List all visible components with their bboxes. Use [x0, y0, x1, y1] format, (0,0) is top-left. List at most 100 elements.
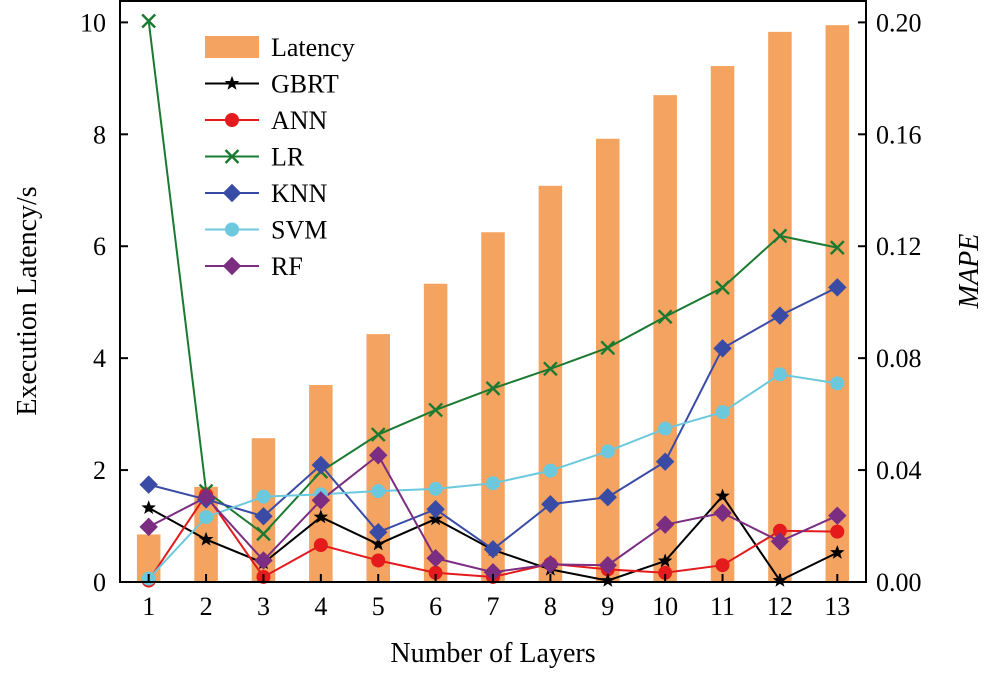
legend-marker-gbrt — [224, 75, 240, 90]
lr-point-12 — [772, 228, 788, 244]
svm-point-5 — [371, 484, 386, 499]
legend-marker-knn — [222, 183, 242, 203]
x-tick-label-9: 9 — [601, 592, 614, 621]
svm-point-8 — [543, 463, 558, 478]
legend-label-ann: ANN — [271, 106, 328, 135]
svm-point-10 — [658, 421, 673, 436]
x-tick-label-10: 10 — [652, 592, 678, 621]
y-right-tick-label-0.04: 0.04 — [876, 456, 922, 485]
rf-point-8 — [541, 555, 560, 574]
gbrt-point-13 — [830, 544, 845, 559]
svm-point-7 — [486, 476, 500, 491]
x-tick-label-6: 6 — [429, 592, 442, 621]
lr-point-7 — [485, 381, 501, 396]
svm-point-11 — [715, 405, 730, 420]
y-left-tick-label-6: 6 — [93, 232, 106, 261]
y-right-tick-label-0.16: 0.16 — [876, 120, 922, 149]
knn-point-10 — [655, 452, 675, 471]
latency-bar-6 — [423, 283, 448, 582]
x-tick-label-1: 1 — [142, 592, 155, 621]
ann-point-11 — [715, 558, 730, 573]
knn-point-13 — [828, 278, 847, 297]
lr-point-10 — [657, 309, 673, 325]
knn-point-7 — [483, 540, 503, 559]
legend-label-latency: Latency — [271, 33, 355, 62]
x-tick-label-13: 13 — [824, 592, 850, 621]
rf-point-1 — [139, 517, 158, 537]
y-right-axis-title: MAPE — [954, 234, 985, 310]
latency-bar-13 — [825, 25, 850, 583]
lr-point-9 — [600, 340, 616, 356]
svm-point-2 — [199, 510, 214, 525]
legend-marker-svm — [225, 222, 239, 237]
rf-point-2 — [196, 488, 216, 507]
rf-point-11 — [713, 503, 732, 523]
x-tick-label-12: 12 — [767, 592, 793, 621]
y-right-tick-label-0.08: 0.08 — [876, 344, 922, 373]
x-axis-title: Number of Layers — [390, 638, 595, 669]
svm-point-13 — [830, 376, 845, 391]
knn-point-1 — [139, 475, 158, 494]
ann-point-4 — [313, 538, 328, 553]
svm-point-6 — [428, 481, 443, 496]
knn-point-4 — [311, 455, 331, 475]
rf-point-13 — [828, 506, 847, 525]
legend-label-rf: RF — [271, 252, 303, 281]
lr-point-8 — [543, 361, 558, 377]
svm-point-9 — [600, 444, 615, 459]
lr-point-5 — [370, 427, 386, 442]
y-left-tick-label-8: 8 — [93, 120, 106, 149]
gbrt-point-4 — [313, 509, 329, 524]
y-left-tick-label-10: 10 — [80, 8, 106, 37]
knn-point-6 — [426, 500, 445, 519]
latency-bar-10 — [653, 95, 677, 582]
rf-point-6 — [426, 549, 445, 568]
x-tick-label-7: 7 — [487, 592, 500, 621]
lr-point-1 — [141, 13, 157, 29]
latency-bars — [136, 25, 850, 583]
ann-point-13 — [830, 524, 845, 539]
legend-item-svm: SVM — [205, 216, 327, 245]
y-right-tick-label-0.12: 0.12 — [876, 232, 922, 261]
svm-point-12 — [772, 367, 787, 382]
x-tick-label-3: 3 — [257, 592, 270, 621]
legend-label-gbrt: GBRT — [271, 70, 339, 99]
rf-point-9 — [598, 556, 617, 575]
latency-bar-4 — [309, 385, 333, 582]
latency-bar-8 — [538, 185, 563, 583]
x-tick-label-2: 2 — [200, 592, 213, 621]
legend-marker-ann — [225, 113, 239, 127]
lr-point-3 — [256, 526, 271, 542]
legend-label-lr: LR — [271, 143, 305, 172]
gbrt-point-1 — [141, 500, 156, 515]
gbrt-point-5 — [370, 536, 386, 551]
gbrt-point-2 — [198, 531, 214, 546]
knn-point-5 — [369, 522, 388, 542]
x-tick-label-5: 5 — [372, 592, 385, 621]
x-tick-label-4: 4 — [314, 592, 327, 621]
y-right-tick-label-0.20: 0.20 — [876, 8, 922, 37]
y-left-axis-title: Execution Latency/s — [12, 186, 43, 415]
rf-point-4 — [311, 491, 331, 510]
rf-point-12 — [770, 532, 790, 551]
legend-item-ann: ANN — [205, 106, 328, 135]
lr-point-13 — [829, 240, 845, 255]
svm-point-3 — [256, 489, 271, 504]
lr-point-6 — [428, 402, 443, 418]
legend-swatch-latency — [205, 36, 259, 58]
rf-point-3 — [254, 551, 273, 570]
gbrt-point-10 — [657, 553, 673, 568]
x-tick-label-11: 11 — [710, 592, 735, 621]
legend-item-rf: RF — [205, 252, 303, 281]
y-right-tick-label-0.00: 0.00 — [876, 568, 922, 597]
mape-markers — [139, 13, 847, 588]
y-left-tick-label-2: 2 — [93, 456, 106, 485]
lr-point-11 — [715, 280, 730, 295]
legend-label-svm: SVM — [271, 216, 327, 245]
rf-point-10 — [655, 515, 675, 534]
axis-ticks: 1 2 3 4 5 6 7 8 9 10 11 12 1302468100.000.040.080.12… — [80, 8, 922, 621]
knn-point-3 — [254, 507, 273, 526]
legend-item-latency: Latency — [205, 33, 355, 62]
knn-point-11 — [713, 339, 732, 358]
